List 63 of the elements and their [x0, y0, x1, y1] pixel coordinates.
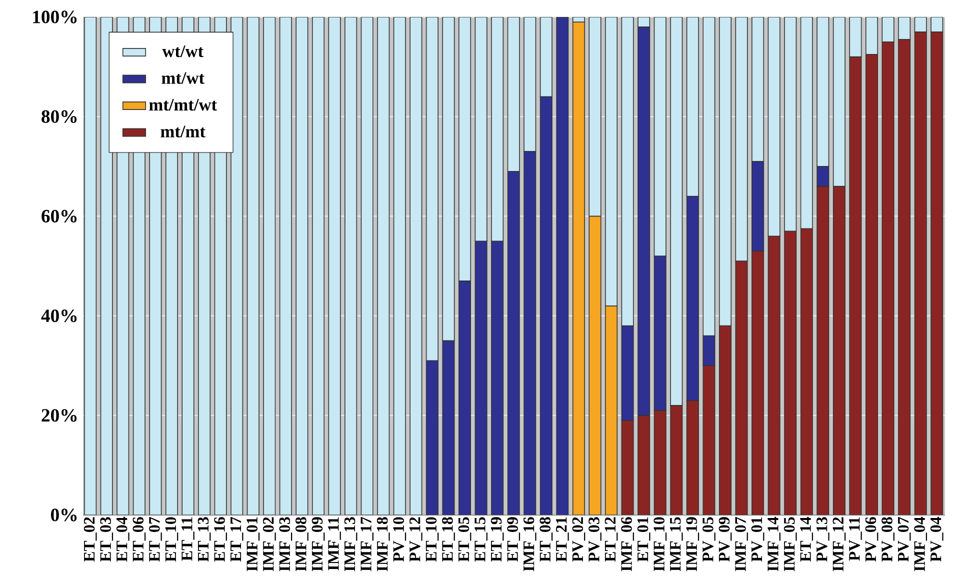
x-tick-label: IMF_14 [768, 516, 780, 572]
legend-label: mt/wt [162, 72, 204, 84]
x-tick-label: ET_16 [214, 517, 227, 562]
x-tick-label: PV_04 [930, 516, 944, 562]
x-tick-label: IMF_02 [262, 517, 276, 572]
x-tick-label: PV_01 [751, 517, 764, 562]
x-tick-label: ET_04 [116, 516, 130, 562]
x-tick-label: IMF_07 [735, 516, 748, 572]
x-tick-label: ET_17 [230, 516, 244, 562]
x-tick-label: IMF_03 [279, 517, 292, 572]
legend-label: mt/mt [160, 126, 206, 138]
x-tick-label: IMF_06 [621, 517, 634, 572]
x-tick-label: IMF_18 [376, 517, 390, 572]
x-tick-label: ET_21 [556, 517, 569, 562]
x-tick-label: ET_05 [458, 517, 472, 562]
x-tick-label: IMF_13 [344, 517, 358, 572]
y-tick-label: 20% [42, 409, 77, 422]
y-tick-label: 80% [42, 110, 77, 123]
x-tick-label: PV_03 [588, 517, 602, 562]
x-tick-label: ET_13 [198, 517, 211, 562]
x-tick-label: IMF_10 [654, 517, 667, 572]
x-tick-label: ET_18 [442, 517, 455, 562]
y-tick-label: 40% [41, 309, 77, 322]
x-tick-label: ET_06 [132, 517, 146, 562]
x-tick-label: ET_03 [100, 517, 114, 562]
x-tick-label: PV_06 [865, 517, 878, 562]
x-tick-label: ET_12 [604, 517, 618, 562]
x-tick-label: ET_10 [165, 517, 178, 562]
x-tick-label: IMF_16 [523, 517, 536, 572]
x-tick-label: PV_12 [410, 517, 422, 562]
y-tick-label: 60% [42, 210, 77, 223]
x-tick-label: PV_09 [718, 517, 732, 562]
x-tick-label: IMF_11 [328, 517, 341, 570]
x-tick-label: IMF_19 [686, 517, 700, 572]
x-tick-label: IMF_05 [784, 517, 797, 572]
legend-label: mt/mt/wt [149, 99, 217, 111]
x-tick-label: ET_19 [490, 517, 504, 562]
x-tick-label: ET_07 [149, 516, 162, 562]
x-tick-label: ET_14 [800, 516, 814, 562]
x-tick-label: PV_07 [898, 516, 911, 562]
x-tick-label: PV_08 [882, 517, 894, 562]
x-tick-label: IMF_15 [670, 517, 683, 572]
x-tick-label: IMF_12 [832, 517, 846, 572]
x-tick-label: PV_10 [393, 517, 406, 562]
x-tick-label: PV_02 [572, 517, 586, 562]
x-tick-label: IMF_04 [914, 516, 928, 572]
y-tick-label: 0% [51, 508, 77, 522]
legend-label: wt/wt [162, 46, 204, 58]
x-tick-label: ET_11 [182, 517, 194, 561]
x-tick-label: IMF_01 [246, 517, 260, 572]
x-tick-label: ET_15 [474, 517, 488, 562]
x-tick-label: ET_09 [507, 517, 520, 562]
x-tick-label: ET_10 [426, 517, 439, 562]
x-tick-label: ET_01 [637, 517, 650, 562]
y-tick-label: 100% [33, 10, 77, 24]
x-tick-label: IMF_08 [296, 517, 308, 572]
x-tick-label: ET_02 [84, 517, 97, 562]
x-tick-label: PV_05 [702, 517, 716, 562]
x-tick-label: IMF_17 [360, 516, 374, 572]
x-tick-label: ET_08 [540, 517, 553, 562]
x-tick-label: IMF_09 [312, 517, 325, 572]
x-tick-label: PV_11 [849, 517, 862, 561]
x-tick-label: PV_13 [816, 517, 830, 562]
